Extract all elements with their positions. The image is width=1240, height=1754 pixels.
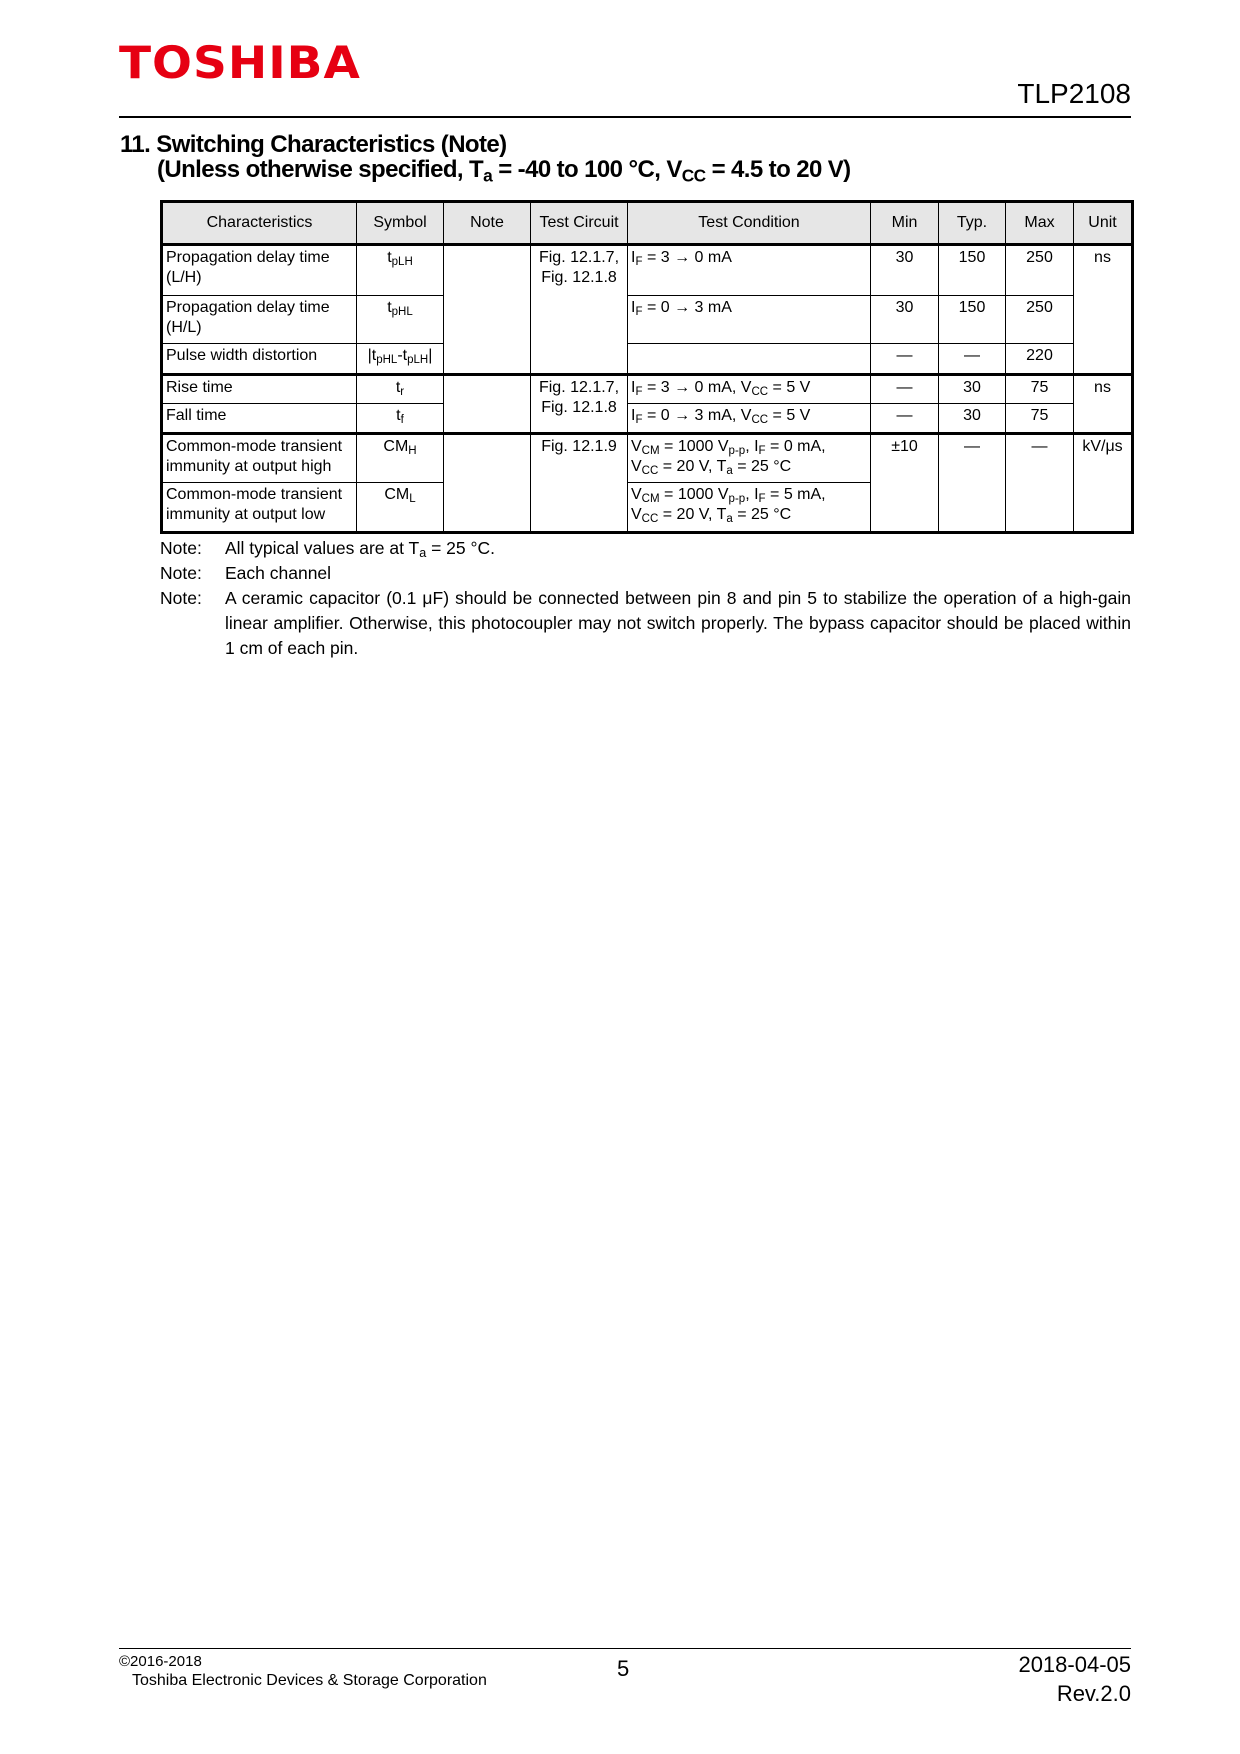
col-header: Note	[443, 201, 531, 246]
symbol: CML	[356, 482, 444, 533]
typ: 150	[938, 244, 1006, 296]
characteristic: Rise time	[161, 373, 357, 404]
company-name: Toshiba Electronic Devices & Storage Cor…	[132, 1672, 487, 1689]
min: 30	[870, 295, 939, 344]
max: —	[1005, 432, 1074, 533]
col-header: Test Condition	[627, 201, 871, 246]
test-condition: VCM = 1000 Vp-p, IF = 5 mA, VCC = 20 V, T…	[627, 482, 871, 533]
test-condition: VCM = 1000 Vp-p, IF = 0 mA, VCC = 20 V, T…	[627, 432, 871, 483]
col-header: Symbol	[356, 201, 444, 246]
characteristic: Fall time	[161, 403, 357, 434]
table-row: Common-mode transient immunity at output…	[161, 432, 1133, 533]
switching-characteristics-table: Characteristics Symbol Note Test Circuit…	[160, 200, 1134, 534]
table-row: Fall time tf IF = 0 → 3 mA, VCC = 5 V —30 75	[161, 403, 1133, 434]
col-header: Unit	[1073, 201, 1133, 246]
note-text: Each channel	[225, 563, 332, 583]
symbol: CMH	[356, 432, 444, 483]
note-text: All typical values are at Ta = 25 °C.	[225, 538, 496, 561]
symbol: |tpHL-tpLH|	[356, 343, 444, 375]
note	[443, 432, 531, 533]
col-header: Characteristics	[161, 201, 357, 246]
test-condition: IF = 3 → 0 mA	[627, 244, 871, 296]
table-row: Propagation delay time (H/L) tpHL IF = 0 →…	[161, 295, 1133, 344]
symbol: tr	[356, 373, 444, 404]
table-row: Rise time tr Fig. 12.1.7, Fig. 12.1.8 IF = 3…	[161, 373, 1133, 434]
typ: —	[938, 432, 1006, 533]
characteristic: Propagation delay time (L/H)	[161, 244, 357, 296]
footer-divider	[119, 1648, 1131, 1649]
table-header-row: Characteristics Symbol Note Test Circuit…	[161, 201, 1133, 246]
typ: —	[938, 343, 1006, 375]
col-header: Min	[870, 201, 939, 246]
min: —	[870, 343, 939, 375]
min: 30	[870, 244, 939, 296]
max: 250	[1005, 244, 1074, 296]
copyright: ©2016-2018	[119, 1653, 202, 1670]
col-header: Test Circuit	[530, 201, 628, 246]
section-conditions: (Unless otherwise specified, Ta = -40 to…	[157, 156, 851, 186]
section-title: 11. Switching Characteristics (Note)	[120, 131, 507, 158]
test-circuit: Fig. 12.1.7, Fig. 12.1.8	[530, 373, 628, 434]
test-circuit: Fig. 12.1.9	[530, 432, 628, 533]
part-number: TLP2108	[1017, 78, 1131, 109]
document-date: 2018-04-05	[1018, 1652, 1131, 1677]
header-divider	[119, 116, 1131, 118]
characteristic: Pulse width distortion	[161, 343, 357, 375]
revision: Rev.2.0	[1056, 1681, 1131, 1706]
page-number: 5	[617, 1656, 630, 1681]
typ: 30	[938, 403, 1006, 434]
max: 250	[1005, 295, 1074, 344]
note	[443, 244, 531, 375]
max: 75	[1005, 403, 1074, 434]
typ: 30	[938, 373, 1006, 404]
table-row: Pulse width distortion |tpHL-tpLH| — —220	[161, 343, 1133, 375]
test-condition: IF = 3 → 0 mA, VCC = 5 V	[627, 373, 871, 404]
toshiba-logo: TOSHIBA	[119, 37, 361, 90]
max: 220	[1005, 343, 1074, 375]
characteristic: Common-mode transient immunity at output…	[161, 482, 357, 533]
typ: 150	[938, 295, 1006, 344]
col-header: Max	[1005, 201, 1074, 246]
unit: ns	[1073, 244, 1133, 375]
note	[443, 373, 531, 434]
note-text: A ceramic capacitor (0.1 μF) should be c…	[225, 588, 1131, 658]
min: ±10	[870, 432, 939, 533]
test-condition: IF = 0 → 3 mA, VCC = 5 V	[627, 403, 871, 434]
symbol: tf	[356, 403, 444, 434]
note-label: Note:	[160, 538, 202, 558]
characteristic: Propagation delay time (H/L)	[161, 295, 357, 344]
unit: kV/μs	[1073, 432, 1133, 533]
col-header: Typ.	[938, 201, 1006, 246]
test-condition: IF = 0 → 3 mA	[627, 295, 871, 344]
symbol: tpHL	[356, 295, 444, 344]
note-label: Note:	[160, 588, 202, 608]
test-condition	[627, 343, 871, 375]
min: —	[870, 403, 939, 434]
table-row: Propagation delay time (L/H) tpLH Fig. 12.…	[161, 244, 1133, 375]
characteristic: Common-mode transient immunity at output…	[161, 432, 357, 483]
max: 75	[1005, 373, 1074, 404]
unit: ns	[1073, 373, 1133, 434]
note-label: Note:	[160, 563, 202, 583]
test-circuit: Fig. 12.1.7, Fig. 12.1.8	[530, 244, 628, 375]
table-row: Common-mode transient immunity at output…	[161, 482, 1133, 533]
symbol: tpLH	[356, 244, 444, 296]
min: —	[870, 373, 939, 404]
